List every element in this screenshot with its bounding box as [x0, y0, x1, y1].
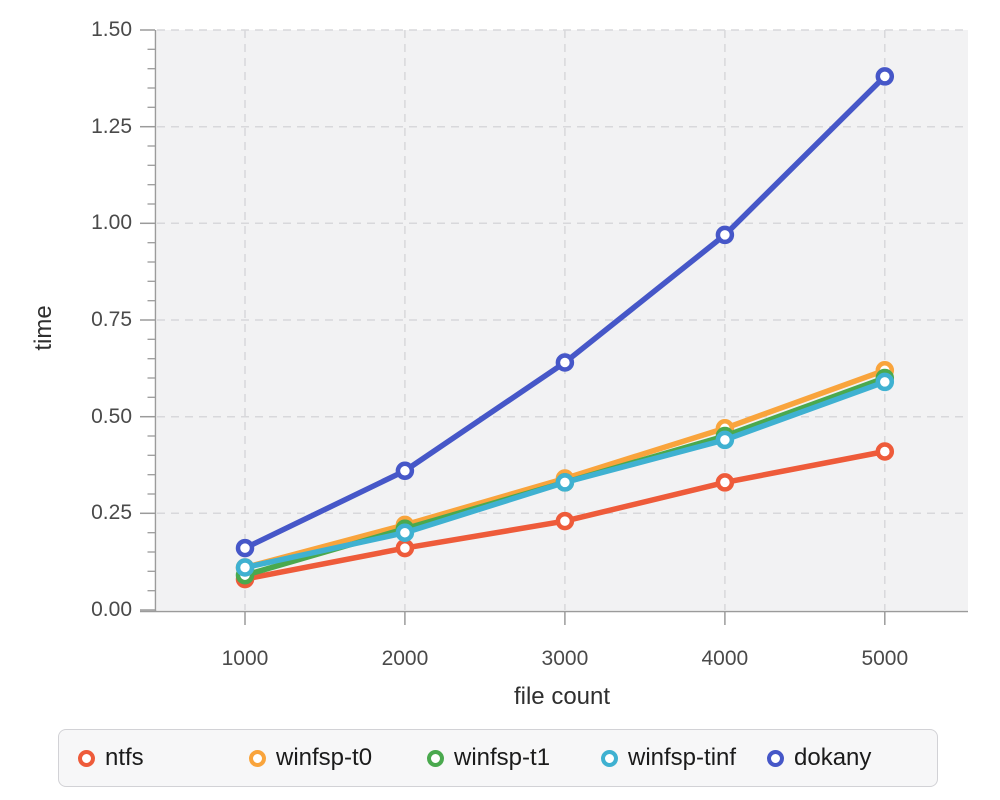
x-tick-label: 1000: [221, 647, 269, 670]
series-marker-winfsp-tinf-4000: [715, 430, 735, 450]
legend-item-winfsp-t1[interactable]: winfsp-t1: [427, 744, 550, 772]
y-tick-label: 0.00: [91, 598, 132, 621]
chart-canvas: [140, 29, 968, 625]
series-marker-dokany-2000: [395, 461, 415, 481]
legend-item-winfsp-t0[interactable]: winfsp-t0: [249, 744, 372, 772]
x-tick-label: 3000: [541, 647, 589, 670]
legend-item-ntfs[interactable]: ntfs: [78, 744, 144, 772]
x-tick-label: 4000: [701, 647, 749, 670]
series-marker-dokany-1000: [235, 538, 255, 558]
series-marker-ntfs-3000: [555, 511, 575, 531]
series-marker-dokany-5000: [875, 67, 895, 86]
legend-marker-winfsp-tinf-icon: [601, 749, 618, 767]
legend-label-dokany: dokany: [794, 744, 872, 771]
series-marker-winfsp-tinf-1000: [235, 558, 255, 577]
y-tick-label: 1.00: [91, 211, 132, 235]
legend-item-dokany[interactable]: dokany: [767, 744, 871, 772]
x-axis-title: file count: [513, 683, 611, 710]
y-tick-label: 1.50: [91, 18, 132, 41]
series-marker-dokany-4000: [715, 225, 735, 245]
y-tick-label: 0.25: [91, 501, 132, 525]
legend-marker-ntfs-icon: [78, 749, 95, 767]
series-marker-winfsp-tinf-5000: [875, 372, 895, 392]
y-axis-title: time: [30, 305, 57, 351]
series-marker-dokany-3000: [555, 353, 575, 372]
series-marker-ntfs-5000: [875, 442, 895, 461]
x-tick-label: 2000: [381, 647, 429, 670]
series-marker-winfsp-tinf-2000: [395, 523, 415, 542]
legend-label-ntfs: ntfs: [105, 744, 144, 771]
series-marker-ntfs-2000: [395, 538, 415, 558]
legend-item-winfsp-tinf[interactable]: winfsp-tinf: [601, 744, 736, 772]
legend-marker-winfsp-t0-icon: [249, 749, 266, 767]
y-tick-label: 0.75: [91, 308, 132, 331]
legend-marker-winfsp-t1-icon: [427, 749, 444, 767]
legend: ntfs winfsp-t0 winfsp-t1 winfsp-tinf dokany: [58, 729, 938, 787]
legend-label-winfsp-tinf: winfsp-tinf: [628, 744, 737, 771]
x-tick-label: 5000: [861, 647, 909, 670]
legend-label-winfsp-t1: winfsp-t1: [454, 744, 551, 771]
legend-label-winfsp-t0: winfsp-t0: [276, 744, 373, 771]
series-marker-winfsp-tinf-3000: [555, 473, 575, 492]
legend-marker-dokany-icon: [767, 749, 784, 767]
y-tick-label: 1.25: [91, 114, 132, 138]
y-tick-label: 0.50: [91, 404, 132, 428]
series-marker-ntfs-4000: [715, 473, 735, 492]
